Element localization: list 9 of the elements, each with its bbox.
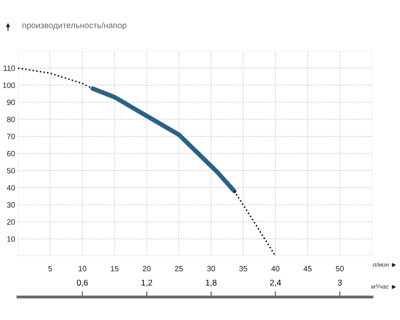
- y-axis-title: производительность/напор: [22, 22, 126, 30]
- x2-tick-label: 3: [338, 280, 342, 286]
- line-series: [90, 86, 236, 194]
- x2-tick-label: 1,8: [206, 280, 217, 287]
- line-series: [234, 190, 276, 256]
- line-series: [18, 67, 94, 90]
- x2-tick-label: 1,2: [142, 280, 152, 287]
- x2-tick-label: 2,4: [270, 280, 282, 287]
- x2-tick-label: 0,6: [76, 280, 88, 287]
